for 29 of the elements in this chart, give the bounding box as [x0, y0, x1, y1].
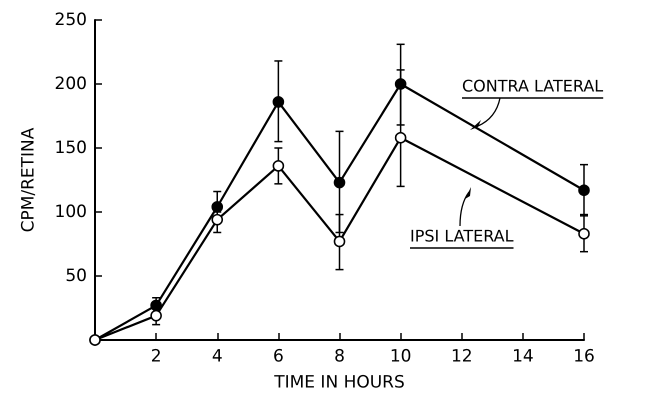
x-tick-label: 16: [573, 346, 595, 366]
point: [334, 176, 346, 188]
y-axis-title: CPM/RETINA: [18, 127, 38, 232]
point: [211, 214, 224, 226]
x-tick-label: 6: [272, 346, 284, 366]
y-tick-label: 150: [54, 138, 87, 158]
x-tick-label: 4: [212, 346, 223, 366]
legend-label: IPSI LATERAL: [410, 226, 514, 246]
y-tick-label: 250: [54, 10, 87, 30]
point: [578, 184, 590, 196]
x-tick-label: 14: [512, 346, 534, 366]
x-tick-label: 12: [450, 346, 473, 366]
point: [150, 300, 162, 312]
y-tick-label: 50: [65, 266, 87, 286]
point: [394, 132, 406, 144]
point: [394, 78, 406, 90]
point: [578, 228, 590, 240]
series-label: CONTRA LATERAL: [462, 76, 604, 96]
x-axis-title: TIME IN HOURS: [273, 372, 405, 392]
point: [334, 236, 346, 248]
point: [272, 96, 284, 108]
point: [150, 310, 162, 322]
x-tick-label: 8: [334, 346, 345, 366]
point: [272, 160, 284, 172]
x-tick-label: 10: [390, 346, 412, 366]
x-tick-label: 2: [150, 346, 162, 366]
y-tick-label: 100: [54, 202, 87, 222]
y-tick-label: 200: [54, 74, 87, 94]
point: [211, 201, 224, 213]
